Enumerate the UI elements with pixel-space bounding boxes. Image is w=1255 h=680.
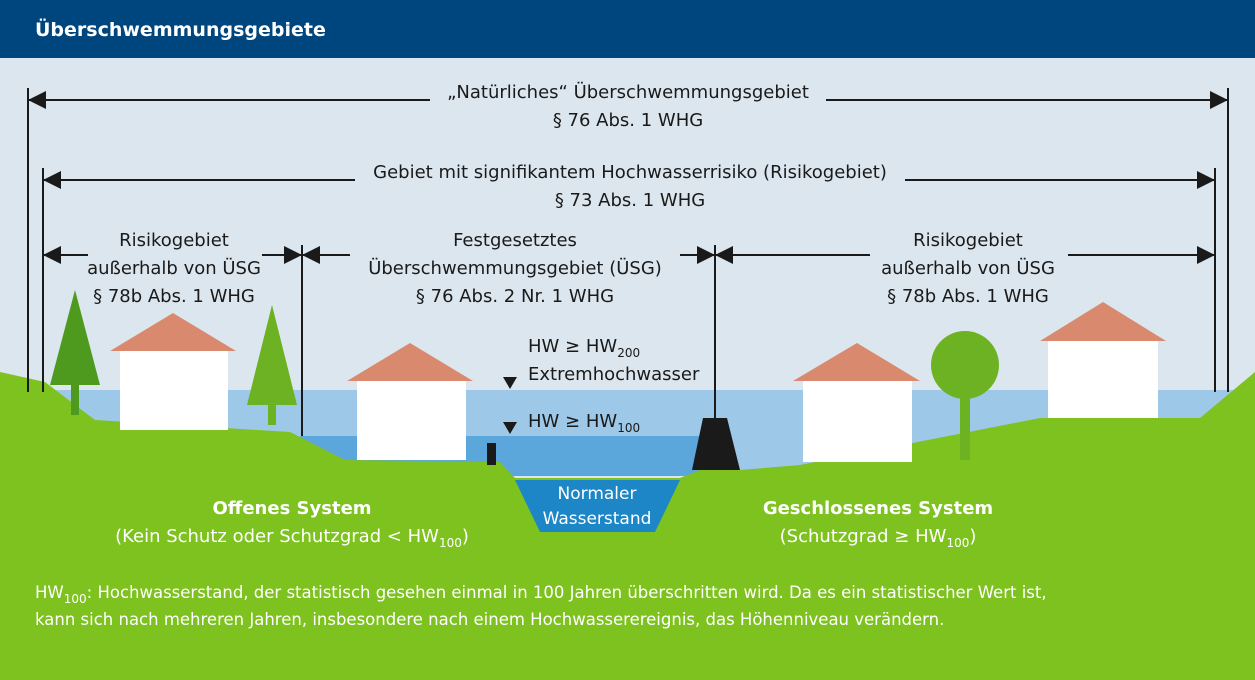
- footnote: kann sich nach mehreren Jahren, insbeson…: [35, 610, 944, 629]
- footnote-text: : Hochwasserstand, der statistisch geseh…: [87, 583, 1047, 602]
- system-title: Geschlossenes System: [763, 498, 993, 519]
- river-label: Normaler: [558, 484, 637, 504]
- note-end: ): [462, 526, 469, 547]
- span-label: „Natürliches“ Überschwemmungsgebiet: [447, 81, 809, 103]
- span-law: § 78b Abs. 1 WHG: [887, 286, 1049, 307]
- system-title: Offenes System: [212, 498, 371, 519]
- note-text: (Schutzgrad ≥ HW: [780, 526, 947, 547]
- span-label: außerhalb von ÜSG: [881, 257, 1055, 279]
- river-label: Wasserstand: [543, 509, 652, 529]
- note-end: ): [969, 526, 976, 547]
- note-sub: 100: [946, 536, 969, 550]
- span-label: Festgesetztes: [453, 230, 577, 251]
- footnote-term: HW: [35, 583, 64, 602]
- level-name: Extremhochwasser: [528, 364, 700, 385]
- level-sub: 200: [617, 346, 640, 360]
- span-law: § 73 Abs. 1 WHG: [555, 190, 705, 211]
- system-note: (Kein Schutz oder Schutzgrad < HW100): [115, 526, 469, 550]
- footnote-sub: 100: [64, 592, 87, 606]
- span-label: Risikogebiet: [913, 230, 1023, 251]
- level-text: HW ≥ HW: [528, 411, 617, 432]
- level-text: HW ≥ HW: [528, 336, 617, 357]
- span-label: außerhalb von ÜSG: [87, 257, 261, 279]
- span-law: § 76 Abs. 2 Nr. 1 WHG: [416, 286, 614, 307]
- note-sub: 100: [439, 536, 462, 550]
- page: Überschwemmungsgebiete „Natürliches“ Übe…: [0, 0, 1255, 680]
- note-text: (Kein Schutz oder Schutzgrad < HW: [115, 526, 439, 547]
- span-law: § 78b Abs. 1 WHG: [93, 286, 255, 307]
- span-label: Risikogebiet: [119, 230, 229, 251]
- level-sub: 100: [617, 421, 640, 435]
- span-label: Überschwemmungsgebiet (ÜSG): [368, 257, 662, 279]
- span-label: Gebiet mit signifikantem Hochwasserrisik…: [373, 162, 887, 183]
- header-title: Überschwemmungsgebiete: [35, 17, 326, 41]
- wall: [487, 443, 496, 465]
- diagram: Überschwemmungsgebiete „Natürliches“ Übe…: [0, 0, 1255, 680]
- span-law: § 76 Abs. 1 WHG: [553, 110, 703, 131]
